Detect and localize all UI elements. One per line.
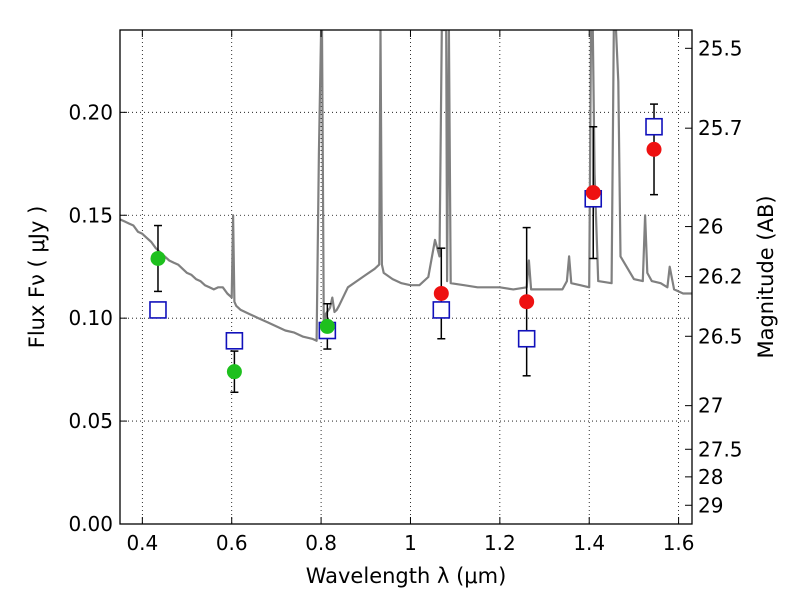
observed-flux-point bbox=[646, 141, 662, 157]
x-tick-label: 0.4 bbox=[126, 531, 158, 555]
observed-flux-point bbox=[150, 250, 166, 266]
y2-tick-label: 28 bbox=[698, 465, 723, 489]
y-tick-label: 0.20 bbox=[68, 100, 113, 124]
observed-flux-point bbox=[226, 364, 242, 380]
observed-flux-point bbox=[519, 294, 535, 310]
y2-tick-label: 26.5 bbox=[698, 324, 743, 348]
x-axis-label: Wavelength λ (μm) bbox=[306, 564, 507, 588]
model-square-marker bbox=[225, 332, 244, 350]
data-markers bbox=[149, 103, 663, 394]
observed-flux-point bbox=[433, 285, 449, 301]
x-tick-label: 1 bbox=[404, 531, 417, 555]
y2-tick-label: 27 bbox=[698, 394, 723, 418]
model-square-marker bbox=[149, 301, 167, 319]
sed-template bbox=[120, 30, 692, 342]
x-tick-label: 0.6 bbox=[216, 531, 248, 555]
y-tick-label: 0.00 bbox=[68, 512, 113, 536]
observed-flux-point bbox=[585, 185, 601, 201]
sed-line bbox=[120, 30, 692, 342]
x-tick-label: 1.6 bbox=[663, 531, 695, 555]
y2-tick-label: 26.2 bbox=[698, 265, 743, 289]
y2-tick-label: 29 bbox=[698, 493, 723, 517]
model-square-marker bbox=[645, 117, 663, 136]
axis-ticks bbox=[120, 30, 692, 525]
model-square-marker bbox=[432, 301, 451, 319]
y2-tick-label: 25.7 bbox=[698, 116, 743, 140]
observed-flux-point bbox=[319, 318, 335, 334]
model-square-marker bbox=[517, 329, 536, 348]
x-tick-label: 1.4 bbox=[573, 531, 605, 555]
tick-labels: 0.4 0.6 0.8 1 1.2 1.4 1.6 0.00 0.05 0.10 0.15 0.20 2… bbox=[68, 36, 742, 555]
y-tick-label: 0.05 bbox=[68, 409, 113, 433]
y-tick-label: 0.15 bbox=[68, 203, 113, 227]
y-axis-label: Flux Fν ( μJy ) bbox=[25, 206, 49, 349]
y2-tick-label: 27.5 bbox=[698, 437, 743, 461]
x-tick-label: 1.2 bbox=[484, 531, 516, 555]
x-tick-label: 0.8 bbox=[305, 531, 337, 555]
y2-tick-label: 26 bbox=[698, 215, 723, 239]
y-tick-label: 0.10 bbox=[68, 306, 113, 330]
y2-axis-label: Magnitude (AB) bbox=[754, 195, 778, 358]
y2-tick-label: 25.5 bbox=[698, 36, 743, 60]
